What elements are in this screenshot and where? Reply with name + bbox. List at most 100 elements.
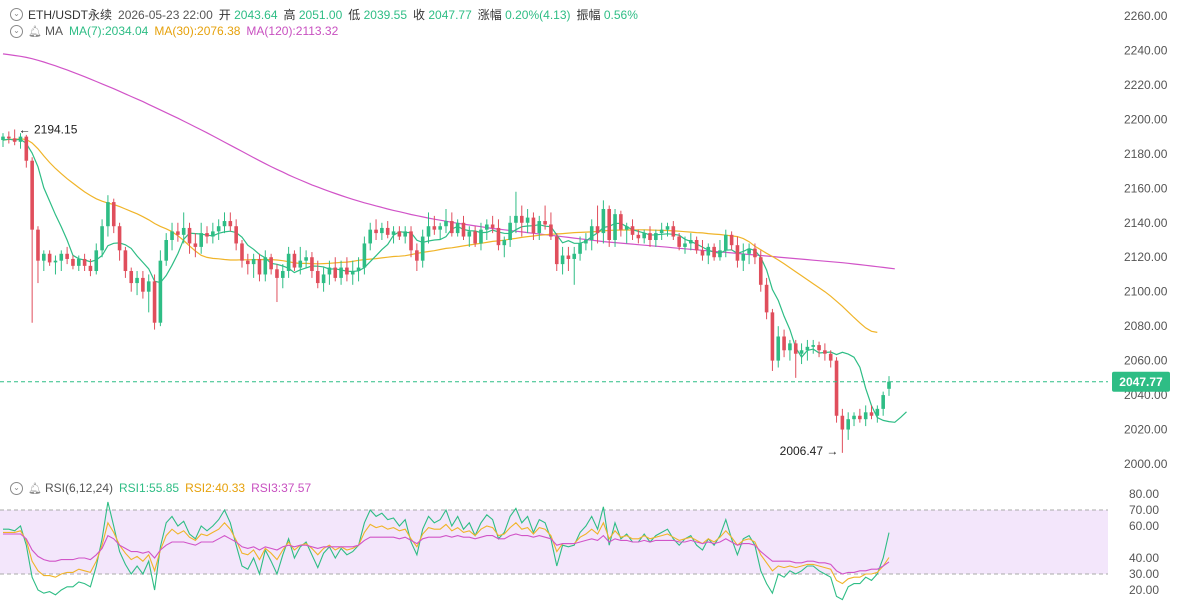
- candle-body: [543, 221, 547, 225]
- candle-body: [828, 353, 833, 361]
- bell-icon[interactable]: 🔔︎: [28, 25, 42, 38]
- candle-body: [246, 260, 250, 265]
- price-tick-label: 2000.00: [1124, 457, 1168, 471]
- candle-body: [508, 222, 512, 240]
- candle-body: [887, 381, 891, 389]
- candle-body: [706, 246, 711, 256]
- candle-body: [170, 231, 174, 240]
- candle-body: [24, 136, 29, 161]
- price-tick-label: 2100.00: [1124, 285, 1168, 299]
- collapse-chevron-icon[interactable]: ⌄: [10, 24, 23, 38]
- candle-body: [426, 226, 431, 237]
- rsi-rsi3-path: [3, 533, 890, 575]
- ma120-line: [2, 53, 895, 270]
- candle-body: [683, 243, 687, 247]
- candle-body: [589, 226, 594, 240]
- candle-body: [111, 202, 116, 227]
- candle-body: [339, 267, 343, 278]
- candle-body: [65, 253, 69, 259]
- candle-body: [385, 227, 390, 235]
- candle-body: [496, 227, 501, 246]
- candle-body: [152, 281, 157, 323]
- candle-body: [333, 267, 338, 278]
- candle-body: [356, 267, 361, 272]
- candle-body: [181, 227, 186, 235]
- candle-body: [840, 415, 845, 430]
- candle-body: [146, 281, 151, 292]
- candle-body: [129, 271, 134, 284]
- price-tick-label: 2140.00: [1124, 216, 1168, 230]
- candle-body: [7, 136, 11, 139]
- ma-label[interactable]: MA: [44, 24, 63, 38]
- candle-body: [747, 248, 751, 254]
- candle-body: [187, 227, 192, 244]
- candle-body: [607, 208, 612, 240]
- candle-body: [199, 233, 203, 247]
- collapse-chevron-icon[interactable]: ⌄: [10, 481, 23, 495]
- candle-body: [432, 226, 437, 230]
- candle-body: [211, 231, 215, 237]
- candle-body: [753, 248, 757, 258]
- symbol-name[interactable]: ETH/USDT永续: [28, 8, 113, 22]
- ma30-value: MA(30):2076.38: [154, 24, 241, 38]
- candle-body: [205, 233, 209, 237]
- candle-body: [554, 236, 559, 265]
- candle-body: [566, 255, 571, 259]
- candle-body: [164, 240, 169, 261]
- candle-body: [42, 253, 46, 261]
- candle-body: [380, 227, 384, 234]
- rsi-tick-label: 80.00: [1129, 487, 1159, 501]
- amplitude-value: 0.56%: [603, 7, 638, 22]
- rsi-band-lines: [0, 509, 1108, 575]
- candle-body: [642, 233, 646, 239]
- bell-icon[interactable]: 🔔︎: [28, 482, 42, 495]
- candle-body: [630, 226, 635, 235]
- candle-body: [403, 231, 407, 237]
- candle-body: [461, 222, 466, 237]
- candle-body: [700, 250, 705, 256]
- candle-body: [263, 257, 268, 275]
- last-price-label: 2047.77: [1119, 375, 1163, 389]
- candle-body: [327, 267, 332, 275]
- candle-body: [280, 271, 285, 278]
- candle-body: [397, 231, 402, 237]
- candle-body: [315, 271, 320, 284]
- candle-body: [321, 274, 326, 284]
- candles: [1, 129, 891, 453]
- candle-body: [741, 253, 746, 261]
- candle-body: [257, 258, 262, 275]
- candle-body: [141, 277, 145, 292]
- candle-body: [648, 233, 652, 240]
- collapse-chevron-icon[interactable]: ⌄: [10, 8, 23, 21]
- candle-body: [613, 214, 617, 240]
- rsi-header: ⌄ 🔔︎ RSI(6,12,24) RSI1:55.85 RSI2:40.33 …: [10, 481, 311, 495]
- extreme-price-annotation: ← 2194.15: [19, 122, 78, 136]
- rsi-label[interactable]: RSI(6,12,24): [44, 481, 114, 495]
- candle-body: [694, 240, 699, 251]
- candle-body: [1, 136, 5, 141]
- candle-body: [345, 267, 349, 275]
- candle-body: [444, 221, 448, 227]
- candle-body: [71, 258, 75, 266]
- candle-body: [793, 343, 798, 354]
- candle-body: [881, 395, 885, 409]
- price-tick-label: 2200.00: [1124, 112, 1168, 126]
- candle-body: [636, 234, 641, 239]
- candle-body: [863, 412, 868, 420]
- candle-body: [764, 284, 769, 313]
- symbol-header: ⌄ ETH/USDT永续 2026-05-23 22:00 开 2043.64 …: [10, 6, 638, 23]
- candle-body: [59, 253, 64, 261]
- candle-body: [834, 360, 839, 416]
- candle-body: [18, 136, 23, 142]
- price-tick-label: 2120.00: [1124, 250, 1168, 264]
- candle-body: [665, 226, 670, 230]
- candle-body: [251, 258, 256, 265]
- candle-body: [409, 231, 413, 251]
- price-tick-label: 2160.00: [1124, 181, 1168, 195]
- candle-body: [788, 343, 792, 351]
- candle-body: [450, 221, 454, 234]
- candle-body: [514, 215, 518, 223]
- candle-body: [718, 250, 722, 258]
- price-tick-label: 2240.00: [1124, 43, 1168, 57]
